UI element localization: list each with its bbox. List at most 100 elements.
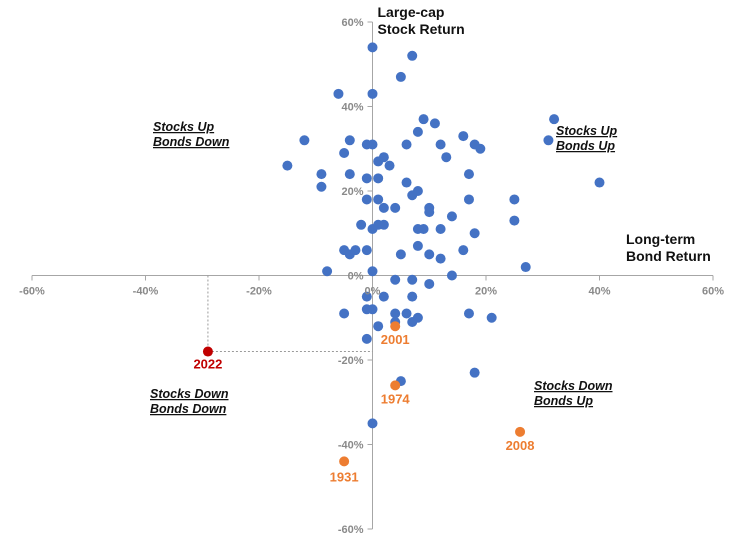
data-point	[373, 194, 384, 205]
data-point	[424, 207, 435, 218]
data-point	[344, 249, 355, 260]
data-point	[463, 308, 474, 319]
data-point	[373, 173, 384, 184]
data-point	[367, 224, 378, 235]
data-point	[458, 245, 469, 256]
data-point	[446, 270, 457, 281]
data-point	[594, 177, 605, 188]
highlight-point-2001	[390, 321, 401, 332]
data-point	[469, 367, 480, 378]
data-point	[424, 249, 435, 260]
data-point	[367, 418, 378, 429]
data-point	[322, 266, 333, 277]
x-tick-label: -20%	[246, 286, 272, 298]
y-tick-label: -40%	[338, 440, 364, 452]
data-point	[378, 202, 389, 213]
data-point	[361, 194, 372, 205]
data-point	[395, 249, 406, 260]
data-point	[373, 156, 384, 167]
y-tick-label: 20%	[341, 186, 363, 198]
data-point	[441, 152, 452, 163]
y-tick-label: 60%	[341, 17, 363, 29]
data-point	[401, 139, 412, 150]
y-axis-title-line-1: Large-cap	[378, 4, 445, 20]
data-point	[424, 278, 435, 289]
highlight-label-2008: 2008	[506, 438, 535, 453]
data-point	[378, 219, 389, 230]
x-tick-label: -60%	[19, 286, 45, 298]
data-point	[361, 245, 372, 256]
quadrant-top-left-line-1: Stocks Up	[153, 120, 214, 134]
quadrant-top-right-line-1: Stocks Up	[556, 124, 617, 138]
data-point	[395, 71, 406, 82]
data-point	[509, 194, 520, 205]
y-axis-title-line-2: Stock Return	[378, 21, 465, 37]
highlight-point-2008	[515, 426, 526, 437]
data-point	[418, 114, 429, 125]
data-point	[361, 304, 372, 315]
x-tick-label: 60%	[702, 286, 724, 298]
data-point	[475, 143, 486, 154]
data-point	[390, 308, 401, 319]
quadrant-bottom-left-line-2: Bonds Down	[150, 402, 227, 416]
y-tick-label: -20%	[338, 355, 364, 367]
highlight-label-1931: 1931	[330, 469, 359, 484]
data-point	[407, 50, 418, 61]
data-point	[463, 194, 474, 205]
data-point	[401, 308, 412, 319]
x-tick-label: 40%	[588, 286, 610, 298]
data-point	[378, 291, 389, 302]
data-point	[412, 240, 423, 251]
data-point	[435, 253, 446, 264]
data-point	[509, 215, 520, 226]
y-tick-label: 0%	[348, 271, 364, 283]
data-point	[339, 308, 350, 319]
data-point	[469, 228, 480, 239]
y-tick-label: -60%	[338, 524, 364, 536]
data-point	[429, 118, 440, 129]
data-point	[333, 88, 344, 99]
data-point	[356, 219, 367, 230]
data-point	[367, 266, 378, 277]
data-point	[299, 135, 310, 146]
data-point	[446, 211, 457, 222]
data-point	[418, 224, 429, 235]
data-point	[373, 321, 384, 332]
data-point	[361, 173, 372, 184]
data-point	[339, 147, 350, 158]
data-point	[344, 169, 355, 180]
data-point	[463, 169, 474, 180]
data-point	[390, 274, 401, 285]
data-point	[344, 135, 355, 146]
data-point	[407, 291, 418, 302]
x-axis-title-line-1: Long-term	[626, 231, 695, 247]
data-point	[401, 177, 412, 188]
data-point	[361, 291, 372, 302]
data-point	[549, 114, 560, 125]
data-point	[367, 42, 378, 53]
data-point	[435, 139, 446, 150]
data-point	[407, 274, 418, 285]
quadrant-bottom-left-line-1: Stocks Down	[150, 387, 229, 401]
data-point	[282, 160, 293, 171]
x-tick-label: 20%	[475, 286, 497, 298]
highlight-point-1974	[390, 380, 401, 391]
data-point	[316, 181, 327, 192]
data-point	[435, 224, 446, 235]
x-axis-title-line-2: Bond Return	[626, 248, 711, 264]
data-point	[390, 202, 401, 213]
data-point	[520, 262, 531, 273]
x-tick-label: 0%	[365, 286, 381, 298]
data-point	[384, 160, 395, 171]
x-tick-label: -40%	[133, 286, 159, 298]
data-point	[316, 169, 327, 180]
data-point	[361, 333, 372, 344]
data-point	[458, 131, 469, 142]
highlight-label-1974: 1974	[381, 391, 411, 406]
highlight-label-2022: 2022	[193, 357, 222, 372]
data-point	[412, 126, 423, 137]
data-point	[543, 135, 554, 146]
data-point	[367, 139, 378, 150]
highlight-point-1931	[339, 456, 350, 467]
